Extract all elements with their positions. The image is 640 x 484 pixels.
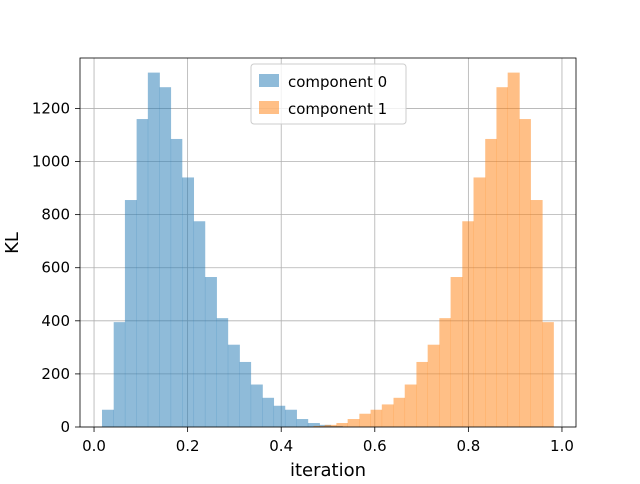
legend-swatch [259,74,279,87]
histogram-bar-series-1 [324,424,337,427]
y-tick-label: 1200 [32,99,70,117]
bars-layer [101,72,554,428]
histogram-bar-series-0 [262,397,275,427]
x-tick-label: 1.0 [550,437,574,455]
histogram-bar-series-1 [359,413,371,427]
y-tick-label: 800 [41,206,70,224]
y-tick-label: 600 [41,259,70,277]
histogram-bar-series-0 [170,138,183,427]
histogram-bar-series-1 [507,72,520,428]
histogram-bar-series-1 [519,119,531,427]
legend: component 0 component 1 [250,63,407,125]
x-tick-label: 0.4 [269,437,293,455]
histogram-bar-series-1 [347,419,360,427]
histogram-bar-series-0 [101,409,114,427]
x-tick-label: 0.8 [456,437,480,455]
histogram-bar-series-0 [159,87,172,427]
histogram-bar-series-0 [250,384,263,427]
histogram-bar-series-1 [336,423,348,427]
x-tick-label: 0.6 [363,437,387,455]
histogram-bar-series-0 [193,221,206,427]
histogram-bar-series-0 [147,72,160,428]
legend-label: component 0 [288,73,387,91]
legend-label: component 1 [288,100,387,118]
histogram-bar-series-1 [485,138,497,427]
histogram-bar-series-0 [239,361,252,427]
legend-swatch [259,101,279,114]
histogram-bar-series-1 [370,409,383,427]
histogram-bar-series-0 [136,119,149,427]
histogram-bar-series-1 [313,425,326,427]
histogram-bar-series-0 [113,322,126,427]
histogram-bar-series-0 [124,200,137,427]
histogram-bar-series-1 [530,200,543,427]
histogram-bar-series-1 [542,322,554,427]
histogram-bar-series-0 [296,419,309,427]
histogram-bar-series-1 [450,277,463,427]
histogram-bar-series-0 [216,318,229,427]
x-tick-label: 0.0 [82,437,106,455]
histogram-bar-series-0 [227,344,240,427]
y-tick-label: 0 [60,418,70,436]
y-axis-label: KL [2,232,23,254]
histogram-bar-series-0 [273,405,286,427]
histogram-bar-series-0 [182,177,195,427]
axes-layer: 0.0 0.2 0.4 0.6 0.8 1.0 0 200 400 600 800 1000 1200 [32,57,577,455]
histogram-bar-series-1 [496,87,508,427]
histogram-bar-series-1 [462,221,474,427]
histogram-bar-series-0 [307,423,320,427]
plot-frame [79,57,577,428]
histogram-bar-series-1 [404,384,417,427]
histogram-bar-series-0 [284,409,297,427]
y-tick-label: 200 [41,365,70,383]
histogram-bar-series-1 [473,177,486,427]
histogram-bar-series-1 [439,318,451,427]
histogram-bar-series-1 [393,397,406,427]
histogram-bar-series-0 [204,277,217,427]
histogram-bar-series-1 [416,361,428,427]
legend-box [250,63,407,125]
y-tick-label: 1000 [32,153,70,171]
histogram-bar-series-1 [381,404,394,427]
x-tick-label: 0.2 [176,437,200,455]
y-tick-label: 400 [41,312,70,330]
histogram-bar-series-1 [427,344,440,427]
x-axis-label: iteration [290,460,366,480]
